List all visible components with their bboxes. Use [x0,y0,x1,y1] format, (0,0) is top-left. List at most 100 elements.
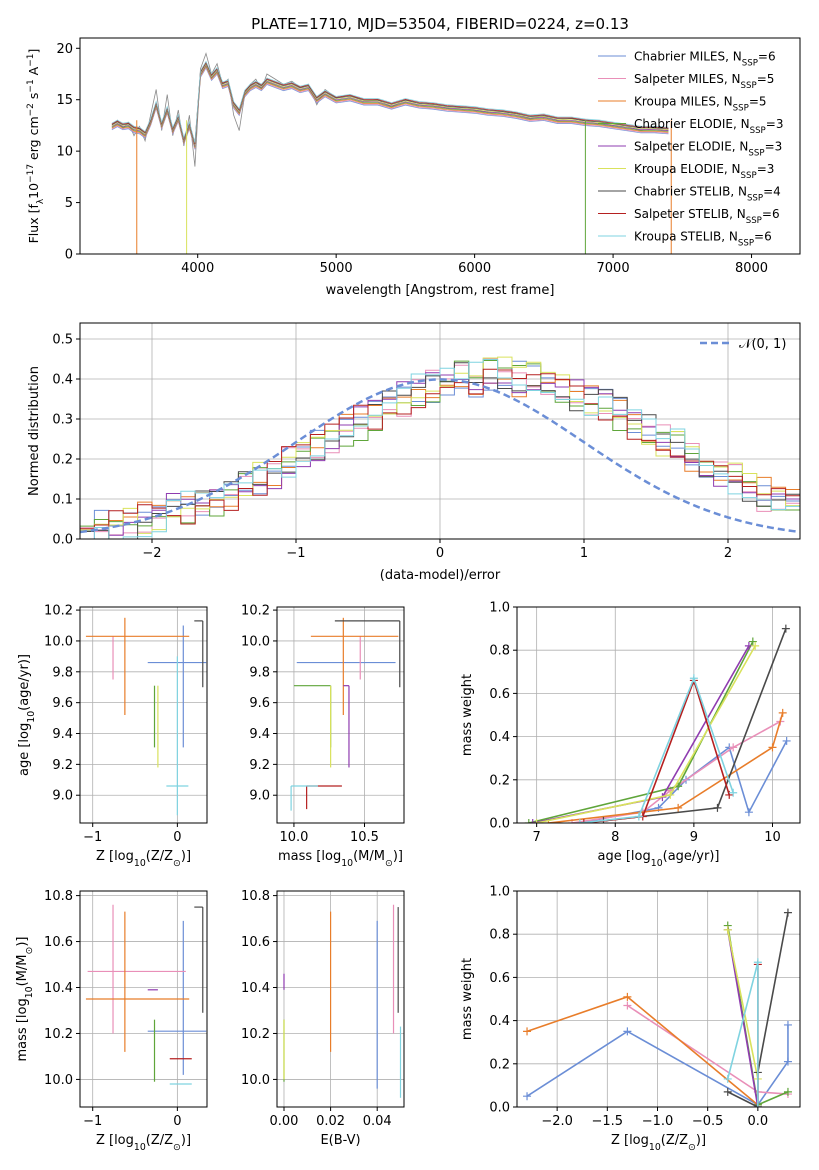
legend-entry-part: Kroupa MILES, N [634,95,733,109]
age-vs-z-axes-ytick-label: 9.2 [52,758,73,773]
weight-marker [723,1087,732,1096]
mass-vs-ebv-axes: 0.00 0.02 0.04 10.0 10.2 10.4 10.6 10.8 E(B-V) [241,889,405,1148]
mass-vs-z-xlabel: Z [log10(Z/Z⊙)] [96,1133,191,1153]
age-vs-z-axes-ytick-label: 10.0 [44,634,73,649]
age-vs-z-ylabel: age [log10(age/yr)] [17,654,37,776]
residual-axes-ytick-label: 0.0 [52,533,73,548]
age-vs-mass-axes-ytick-label: 10.0 [241,634,270,649]
age-vs-mass-axes-ytick-label: 9.6 [249,696,270,711]
mass-vs-z-frame [79,890,208,1108]
age-vs-mass-axes-ytick-label: 10.2 [241,604,270,619]
residual-steps [80,356,800,539]
weight-marker [713,803,722,812]
legend-entry-part: =5 [757,72,775,86]
weight-vs-age-axes-ytick-label: 0.2 [489,773,510,788]
legend-entry-part: =6 [762,207,780,221]
age-vs-z-axes-ytick-label: 10.2 [44,604,73,619]
weight-vs-age-ylabel: mass weight [460,674,475,756]
spectrum-ylabel-part: A [26,66,41,79]
mass-vs-z-axes-ytick-label: 10.4 [44,981,73,996]
weight-marker [575,819,584,823]
legend-entry: Kroupa STELIB, NSSP=6 [634,230,772,249]
mass-vs-ebv-errorbars [283,904,402,1098]
weight-line [532,645,750,823]
weight-marker [748,637,757,646]
spectrum-ylabel-part: 10 [26,183,41,199]
weight-vs-z-ylabel: mass weight [460,958,475,1040]
weight-marker [768,743,777,752]
legend-entry: Kroupa ELODIE, NSSP=3 [634,162,774,181]
weight-vs-z-axes-xtick-label: −1.5 [592,1114,624,1129]
age-vs-z-xlabel: Z [log10(Z/Z⊙)] [96,849,191,869]
weight-vs-age-axes-xtick-label: 9 [690,830,698,845]
weight-vs-age-frame [516,606,801,824]
legend-entry: Chabrier ELODIE, NSSP=3 [634,117,783,136]
weight-vs-z-xlabel-part: ⊙ [688,1142,696,1153]
weight-marker [528,819,537,823]
mass-vs-z-xlabel-part: )] [181,1133,191,1148]
age-vs-z-xlabel-part: ⊙ [173,858,181,869]
weight-vs-age-axes-ytick-label: 0.0 [489,817,510,832]
residual-axes-ytick-label: 0.1 [52,493,73,508]
mass-vs-ebv-axes-xtick-label: 0.02 [316,1114,345,1129]
age-vs-z-axes-ytick-label: 9.4 [52,727,73,742]
legend-entry-part: Chabrier ELODIE, N [634,117,750,131]
weight-vs-z-axes-xtick-label: 0.0 [748,1114,769,1129]
age-vs-z-ylabel-part: age [log [17,723,32,776]
spectrum-axes-xtick-label: 6000 [458,261,491,276]
weight-marker [666,790,675,799]
mass-vs-ebv-axes-ytick-label: 10.8 [241,889,270,904]
spectrum-ylabel-part: λ [36,198,46,204]
legend-entry: Salpeter MILES, NSSP=5 [634,72,774,91]
mass-vs-ebv-axes-ytick-label: 10.4 [241,981,270,996]
weight-vs-z-axes-ytick-label: 0.2 [489,1057,510,1072]
weight-marker [725,790,734,799]
weight-marker [778,708,787,717]
spectrum-ylabel-part: ] [26,49,41,54]
mass-vs-z-ylabel-part: mass [log [15,998,30,1061]
legend-entry-part: Kroupa ELODIE, N [634,162,741,176]
legend-entry-part: Salpeter ELODIE, N [634,140,748,154]
weight-vs-z-axes-xtick-label: −2.0 [541,1114,573,1129]
mass-vs-ebv-axes-xtick-label: 0.00 [270,1114,299,1129]
spectrum-ylabel-part: Flux [f [26,204,41,244]
age-vs-mass-xlabel: mass [log10(M/M⊙)] [278,849,403,869]
weight-marker [523,1092,532,1101]
residual-axes-ytick-label: 0.2 [52,453,73,468]
mass-vs-ebv-axes-xtick-label: 0.04 [363,1114,392,1129]
weight-vs-z-axes-ytick-label: 0.4 [489,1014,510,1029]
mass-vs-z-axes-ytick-label: 10.8 [44,889,73,904]
age-vs-mass-axes-ytick-label: 9.4 [249,727,270,742]
mass-vs-z-axes-ytick-label: 10.6 [44,935,73,950]
weight-vs-age-xlabel-part: age [log [598,849,651,864]
age-vs-z-xlabel-part: (Z/Z [146,849,173,864]
weight-marker [729,743,738,752]
age-vs-mass-axes: 10.0 10.5 9.0 9.2 9.4 9.6 9.8 10.0 10.2 mass [log… [241,604,405,869]
weight-marker [781,624,790,633]
age-vs-z-axes-xtick-label: 0 [173,830,181,845]
legend-entry-part: =4 [763,185,781,199]
weight-vs-z-xlabel-part: (Z/Z [661,1133,688,1148]
residual-step [80,362,800,539]
weight-marker [753,958,762,967]
legend-entry: Chabrier STELIB, NSSP=4 [634,185,781,204]
spectrum-ylabel-part: −1 [26,54,36,67]
mass-vs-ebv-axes-ytick-label: 10.0 [241,1073,270,1088]
age-vs-z-axes: −1 09.09.29.49.69.810.010.2Z [log10(Z/Z⊙)… [17,604,208,869]
legend-entry-part: Chabrier MILES, N [634,50,742,64]
age-vs-z-axes-ytick-label: 9.8 [52,665,73,680]
weight-vs-age-axes-xtick-label: 7 [533,830,541,845]
weight-vs-age-lines [524,624,791,823]
age-vs-mass-axes-ytick-label: 9.2 [249,758,270,773]
weight-vs-z-lines [523,908,792,1107]
weight-marker [579,819,588,823]
legend-entry-part: Kroupa STELIB, N [634,230,738,244]
residual-axes-xtick-label: −2 [142,546,161,561]
spectrum-lines [111,52,672,254]
residual-xlabel: (data-model)/error [380,568,501,583]
legend-entry-part: Chabrier STELIB, N [634,185,747,199]
weight-marker [524,819,533,823]
weight-marker [782,736,791,745]
spectrum-axes-xtick-label: 4000 [181,261,214,276]
